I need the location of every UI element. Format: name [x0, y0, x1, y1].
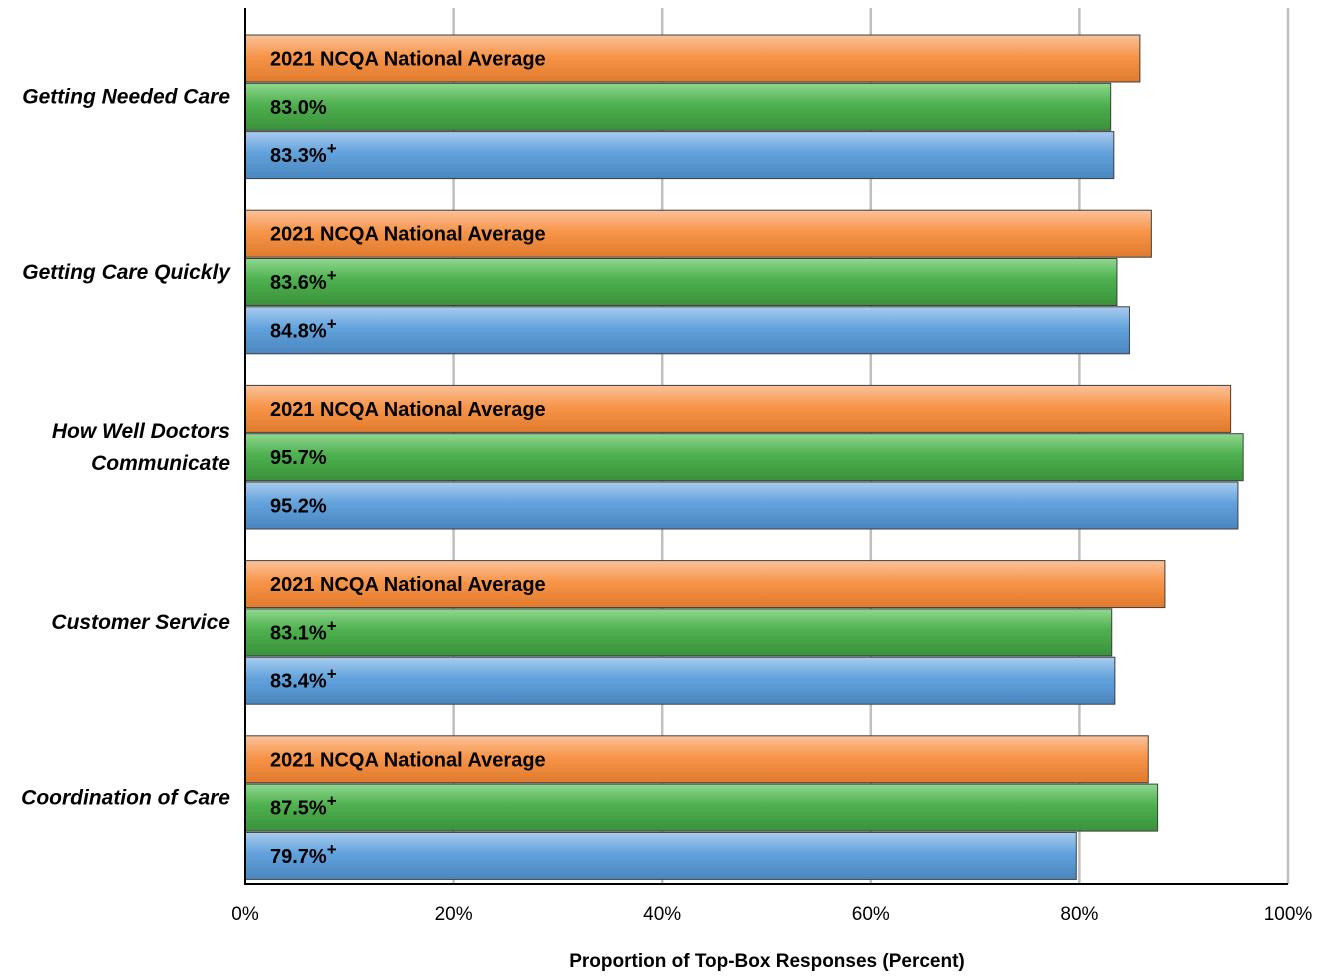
bar-label-2-0: 2021 NCQA National Average — [270, 399, 546, 421]
bar-3-2 — [244, 656, 1116, 705]
x-axis-title: Proportion of Top-Box Responses (Percent… — [569, 951, 965, 972]
bar-4-0 — [244, 735, 1149, 784]
bar-3-1 — [244, 608, 1113, 657]
bar-label-4-0: 2021 NCQA National Average — [270, 749, 546, 771]
category-label-line: Customer Service — [51, 611, 230, 634]
bar-label-1-0: 2021 NCQA National Average — [270, 224, 546, 246]
bar-1-0 — [244, 209, 1152, 258]
significance-mark: + — [327, 665, 337, 684]
bar-2-0 — [244, 384, 1232, 433]
category-label-3: Customer Service — [51, 611, 230, 634]
bar-label-0-0: 2021 NCQA National Average — [270, 49, 546, 71]
x-tick-label-80: 80% — [1060, 904, 1098, 925]
x-tick-label-60: 60% — [852, 904, 890, 925]
x-tick-label-0: 0% — [231, 904, 259, 925]
significance-mark: + — [327, 139, 337, 158]
bar-0-1 — [244, 82, 1112, 131]
bar-1-2 — [244, 306, 1130, 355]
axes: 0% 20% 40% 60% 80% 100% Getting Needed Care Get… — [21, 8, 1312, 925]
category-label-line: How Well Doctors — [52, 420, 230, 443]
category-label-4: Coordination of Care — [21, 786, 230, 809]
bar-2-1 — [244, 433, 1244, 482]
x-tick-label-20: 20% — [435, 904, 473, 925]
x-tick-label-100: 100% — [1264, 904, 1313, 925]
category-label-line: Coordination of Care — [21, 786, 230, 809]
bar-0-0 — [244, 34, 1141, 83]
bar-4-1 — [244, 783, 1159, 832]
category-label-line: Getting Care Quickly — [22, 261, 231, 284]
significance-mark: + — [327, 840, 337, 859]
bar-2-2 — [244, 481, 1239, 530]
bar-label-3-0: 2021 NCQA National Average — [270, 574, 546, 596]
bar-label-2-2: 95.2% — [270, 496, 327, 518]
bar-4-2 — [244, 831, 1077, 880]
bars: 2021 NCQA National Average83.0%83.3%+202… — [244, 34, 1244, 880]
significance-mark: + — [327, 616, 337, 635]
bar-3-0 — [244, 560, 1166, 609]
category-label-0: Getting Needed Care — [22, 86, 230, 109]
bar-label-0-1: 83.0% — [270, 97, 327, 119]
bar-label-2-1: 95.7% — [270, 447, 327, 469]
x-tick-label-40: 40% — [643, 904, 681, 925]
category-label-line: Getting Needed Care — [22, 86, 230, 109]
bar-0-2 — [244, 131, 1115, 180]
bar-1-1 — [244, 258, 1118, 306]
significance-mark: + — [327, 314, 337, 333]
significance-mark: + — [327, 266, 337, 285]
category-label-1: Getting Care Quickly — [22, 261, 231, 284]
significance-mark: + — [327, 792, 337, 811]
category-label-2: How Well Doctors Communicate — [52, 420, 230, 475]
category-label-line: Communicate — [91, 452, 230, 475]
